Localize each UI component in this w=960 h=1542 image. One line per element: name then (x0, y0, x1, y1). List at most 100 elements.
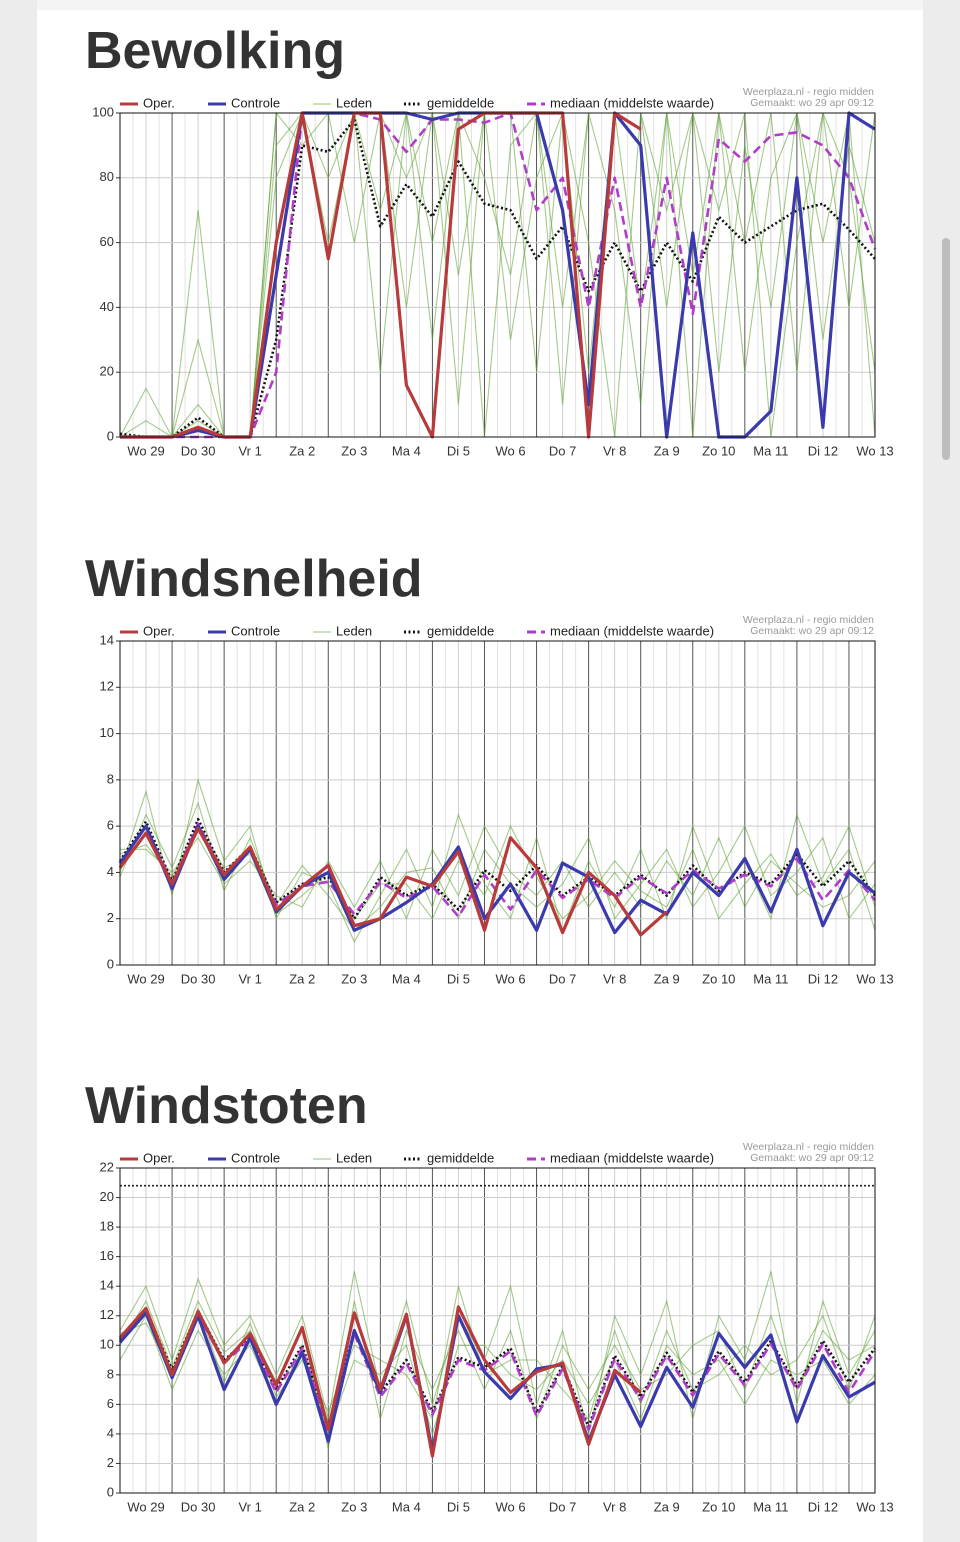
x-tick-label: Vr 8 (603, 971, 626, 986)
y-tick-label: 16 (100, 1248, 114, 1263)
credit: Gemaakt: wo 29 apr 09:12 (750, 1152, 874, 1164)
legend-label: Leden (336, 623, 372, 638)
chart: Windstoten Weerplaza.nl - regio middenGem… (85, 1077, 894, 1514)
x-tick-label: Zo 10 (702, 971, 735, 986)
plot-frame (119, 112, 876, 438)
x-tick-label: Za 2 (289, 1499, 315, 1514)
credit: Gemaakt: wo 29 apr 09:12 (750, 625, 874, 637)
legend-label: mediaan (middelste waarde) (550, 95, 714, 110)
y-tick-label: 8 (107, 771, 114, 786)
x-tick-label: Wo 6 (495, 443, 525, 458)
x-tick-label: Vr 1 (238, 1499, 261, 1514)
series-line (119, 118, 876, 439)
legend-label: Controle (231, 95, 280, 110)
series-line (118, 1305, 642, 1458)
legend-label: gemiddelde (427, 95, 494, 110)
x-tick-label: Wo 13 (856, 443, 893, 458)
chart: Bewolking Weerplaza.nl - regio middenGema… (85, 22, 894, 458)
x-tick-label: Do 7 (549, 443, 576, 458)
x-tick-label: Wo 6 (495, 1499, 525, 1514)
legend-label: Oper. (143, 623, 175, 638)
member-line (119, 1271, 876, 1435)
credit: Weerplaza.nl - regio midden (743, 86, 874, 98)
y-tick-label: 2 (107, 910, 114, 925)
x-tick-label: Zo 3 (341, 1499, 367, 1514)
plot-frame (119, 1167, 876, 1494)
x-tick-label: Ma 4 (392, 971, 421, 986)
x-tick-label: Wo 13 (856, 971, 893, 986)
credit: Weerplaza.nl - regio midden (743, 614, 874, 626)
legend-label: gemiddelde (427, 623, 494, 638)
y-tick-label: 12 (100, 1307, 114, 1322)
x-tick-label: Do 30 (181, 443, 216, 458)
x-tick-label: Za 9 (654, 971, 680, 986)
x-tick-label: Do 30 (181, 1499, 216, 1514)
x-tick-label: Za 2 (289, 971, 315, 986)
y-tick-label: 10 (100, 1337, 114, 1352)
x-tick-label: Di 5 (447, 443, 470, 458)
y-tick-label: 22 (100, 1159, 114, 1174)
y-tick-label: 2 (107, 1455, 114, 1470)
x-tick-label: Di 12 (808, 1499, 838, 1514)
x-tick-label: Za 9 (654, 1499, 680, 1514)
legend-label: Leden (336, 95, 372, 110)
x-tick-label: Wo 29 (127, 971, 164, 986)
y-tick-label: 100 (92, 104, 114, 119)
x-tick-label: Do 7 (549, 971, 576, 986)
x-tick-label: Ma 11 (753, 971, 788, 986)
x-tick-label: Di 5 (447, 971, 470, 986)
x-tick-label: Za 9 (654, 443, 680, 458)
series-line (120, 111, 877, 439)
plot-frame (119, 640, 876, 966)
legend-label: mediaan (middelste waarde) (550, 623, 714, 638)
member-line (120, 824, 876, 921)
x-tick-label: Di 5 (447, 1499, 470, 1514)
chart-title: Windstoten (85, 1077, 368, 1135)
y-tick-label: 14 (100, 1278, 114, 1293)
x-tick-label: Do 7 (549, 1499, 576, 1514)
x-tick-label: Wo 29 (127, 443, 164, 458)
y-tick-label: 40 (100, 299, 114, 314)
y-tick-label: 4 (107, 1425, 114, 1440)
series-line (118, 824, 877, 935)
y-tick-label: 0 (107, 956, 114, 971)
x-tick-label: Zo 10 (702, 443, 735, 458)
credit: Gemaakt: wo 29 apr 09:12 (750, 97, 874, 109)
x-tick-label: Zo 3 (341, 971, 367, 986)
y-tick-label: 20 (100, 1189, 114, 1204)
legend-label: Controle (231, 623, 280, 638)
chart-title: Windsnelheid (85, 550, 423, 608)
x-tick-label: Za 2 (289, 443, 315, 458)
x-tick-label: Vr 8 (603, 443, 626, 458)
series-line (118, 826, 668, 937)
y-tick-label: 10 (100, 725, 114, 740)
y-tick-label: 8 (107, 1366, 114, 1381)
x-tick-label: Wo 29 (127, 1499, 164, 1514)
x-tick-label: Di 12 (808, 971, 838, 986)
legend-label: gemiddelde (427, 1150, 494, 1165)
credit: Weerplaza.nl - regio midden (743, 1141, 874, 1153)
legend-label: Oper. (143, 95, 175, 110)
x-tick-label: Wo 6 (495, 971, 525, 986)
legend-label: Leden (336, 1150, 372, 1165)
y-tick-label: 14 (100, 632, 114, 647)
x-tick-label: Wo 13 (856, 1499, 893, 1514)
x-tick-label: Zo 10 (702, 1499, 735, 1514)
chart-title: Bewolking (85, 22, 345, 80)
x-tick-label: Vr 1 (238, 971, 261, 986)
y-tick-label: 4 (107, 864, 114, 879)
y-tick-label: 18 (100, 1219, 114, 1234)
chart: Windsnelheid Weerplaza.nl - regio middenG… (85, 550, 894, 986)
x-tick-label: Ma 11 (753, 1499, 788, 1514)
card-shadow (37, 0, 923, 10)
x-tick-label: Vr 8 (603, 1499, 626, 1514)
x-tick-label: Ma 11 (753, 443, 788, 458)
x-tick-label: Zo 3 (341, 443, 367, 458)
scrollbar[interactable] (942, 238, 950, 460)
y-tick-label: 20 (100, 364, 114, 379)
legend-label: Oper. (143, 1150, 175, 1165)
x-tick-label: Ma 4 (392, 1499, 421, 1514)
y-tick-label: 0 (107, 428, 114, 443)
y-tick-label: 80 (100, 169, 114, 184)
